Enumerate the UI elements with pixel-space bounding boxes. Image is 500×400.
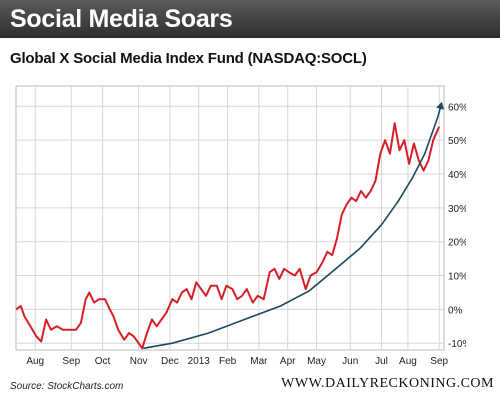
- x-tick-label: Sep: [430, 356, 448, 367]
- series: [15, 101, 444, 350]
- chart: -10% 0% 10% 20% 30% 40% 50% 60% Aug Sep Oct Nov Dec…: [15, 85, 466, 367]
- y-tick-label: 0%: [448, 305, 463, 316]
- x-tick-label: Mar: [250, 356, 268, 367]
- x-tick-label: Sep: [62, 356, 80, 367]
- x-tick-label: 2013: [188, 356, 211, 367]
- y-tick-label: 10%: [448, 272, 466, 283]
- x-tick-label: Jul: [375, 356, 388, 367]
- y-tick-label: -10%: [448, 339, 466, 350]
- y-tick-label: 40%: [448, 170, 466, 181]
- y-tick-label: 50%: [448, 136, 466, 147]
- y-tick-label: 30%: [448, 204, 466, 215]
- y-tick-label: 20%: [448, 238, 466, 249]
- price-series-line: [15, 122, 441, 350]
- chart-title: Global X Social Media Index Fund (NASDAQ…: [10, 50, 367, 67]
- source-note: Source: StockCharts.com: [10, 381, 124, 392]
- x-tick-label: Feb: [219, 356, 237, 367]
- x-tick-label: May: [307, 356, 326, 367]
- x-tick-label: Aug: [399, 356, 417, 367]
- banner: Social Media Soars: [0, 0, 500, 38]
- y-tick-label: 60%: [448, 102, 466, 113]
- x-tick-label: Apr: [280, 356, 296, 367]
- plot-area: [15, 85, 445, 351]
- publisher-brand: WWW.DAILYRECKONING.COM: [281, 376, 494, 391]
- x-tick-label: Oct: [95, 356, 111, 367]
- banner-title: Social Media Soars: [10, 5, 233, 33]
- x-tick-label: Nov: [130, 356, 148, 367]
- y-axis: -10% 0% 10% 20% 30% 40% 50% 60%: [448, 102, 466, 350]
- x-tick-label: Jun: [342, 356, 358, 367]
- trend-arrow: [143, 101, 444, 350]
- grid: [16, 86, 444, 350]
- x-tick-label: Aug: [26, 356, 44, 367]
- x-tick-label: Dec: [161, 356, 179, 367]
- x-axis: Aug Sep Oct Nov Dec 2013 Feb Mar Apr May Jun Jul Aug…: [26, 356, 448, 367]
